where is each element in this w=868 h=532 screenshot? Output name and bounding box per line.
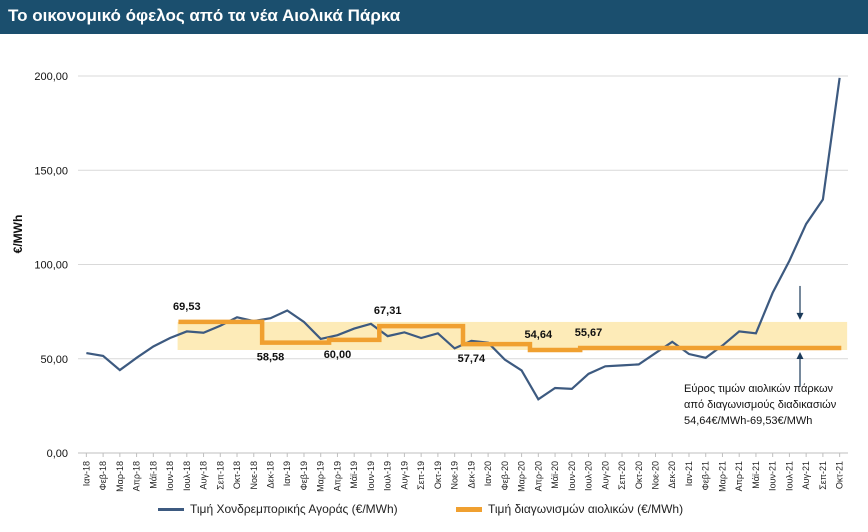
- x-tick-label: Ιουλ-20: [584, 461, 594, 491]
- x-tick-label: Ιουν-18: [165, 461, 175, 491]
- x-tick-label: Μαρ-18: [115, 461, 125, 492]
- x-tick-label: Φεβ-21: [701, 461, 711, 490]
- x-tick-label: Απρ-18: [132, 461, 142, 491]
- x-tick-label: Οκτ-20: [634, 461, 644, 489]
- x-tick-label: Ιουν-20: [567, 461, 577, 491]
- x-tick-label: Δεκ-20: [667, 461, 677, 489]
- y-axis-ticks: 0,00 50,00 100,00 150,00 200,00: [34, 71, 68, 460]
- data-label: 54,64: [525, 329, 553, 341]
- annotation-line-3: 54,64€/MWh-69,53€/MWh: [684, 415, 813, 427]
- data-label: 58,58: [257, 352, 285, 364]
- page-title: Το οικονομικό όφελος από τα νέα Αιολικά …: [8, 6, 401, 25]
- x-tick-label: Οκτ-21: [835, 461, 845, 489]
- legend-item-auction: Τιμή διαγωνισμών αιολικών (€/MWh): [456, 502, 683, 516]
- x-tick-label: Φεβ-20: [500, 461, 510, 490]
- x-tick-label: Φεβ-19: [299, 461, 309, 490]
- x-tick-label: Μάϊ-19: [349, 461, 359, 489]
- x-tick-label: Μάϊ-18: [148, 461, 158, 489]
- x-tick-label: Οκτ-18: [232, 461, 242, 489]
- y-tick-label: 100,00: [34, 260, 68, 272]
- x-tick-label: Ιουν-19: [366, 461, 376, 491]
- x-tick-label: Ιουν-21: [768, 461, 778, 491]
- legend-item-market: Τιμή Χονδρεμπορικής Αγοράς (€/MWh): [158, 502, 398, 516]
- x-tick-label: Ιαν-18: [81, 461, 91, 486]
- title-bar: Το οικονομικό όφελος από τα νέα Αιολικά …: [0, 0, 868, 34]
- data-label: 60,00: [324, 349, 352, 361]
- x-tick-label: Σεπ-21: [818, 461, 828, 490]
- x-tick-label: Ιαν-21: [684, 461, 694, 486]
- x-tick-label: Απρ-19: [332, 461, 342, 491]
- line-chart: 0,00 50,00 100,00 150,00 200,00 Ιαν-18 Φεβ-18…: [11, 71, 848, 492]
- annotation-line-1: Εύρος τιμών αιολικών πάρκων: [684, 383, 834, 395]
- legend-market-label: Τιμή Χονδρεμπορικής Αγοράς (€/MWh): [190, 502, 398, 516]
- range-arrows: [796, 285, 804, 387]
- y-tick-label: 150,00: [34, 165, 68, 177]
- x-tick-label: Οκτ-19: [433, 461, 443, 489]
- x-tick-label: Ιαν-20: [483, 461, 493, 486]
- x-tick-label: Νοε-18: [249, 461, 259, 490]
- auction-price-line: [178, 319, 842, 353]
- x-tick-label: Ιαν-19: [282, 461, 292, 486]
- x-tick-label: Ιουλ-19: [383, 461, 393, 491]
- x-tick-label: Μάϊ-20: [550, 461, 560, 489]
- x-tick-label: Ιουλ-21: [784, 461, 794, 491]
- y-tick-label: 0,00: [47, 448, 68, 460]
- y-tick-label: 200,00: [34, 71, 68, 83]
- y-axis-label: €/MWh: [11, 215, 25, 254]
- legend-market-swatch: [158, 508, 184, 512]
- arrow-up-head: [796, 352, 804, 360]
- data-label: 67,31: [374, 305, 402, 317]
- market-price-line: [86, 77, 841, 401]
- x-tick-label: Αυγ-19: [399, 461, 409, 489]
- x-tick-label: Απρ-21: [734, 461, 744, 491]
- x-tick-label: Δεκ-18: [266, 461, 276, 489]
- x-tick-label: Μάϊ-21: [751, 461, 761, 489]
- x-tick-label: Φεβ-18: [98, 461, 108, 490]
- y-tick-label: 50,00: [40, 354, 68, 366]
- x-tick-label: Δεκ-19: [466, 461, 476, 489]
- x-tick-label: Αυγ-20: [600, 461, 610, 489]
- range-annotation: Εύρος τιμών αιολικών πάρκων από διαγωνισ…: [684, 381, 836, 429]
- x-tick-label: Μαρ-19: [316, 461, 326, 492]
- x-tick-label: Αυγ-21: [801, 461, 811, 489]
- data-label: 69,53: [173, 301, 201, 313]
- x-tick-label: Νοε-19: [450, 461, 460, 490]
- data-labels: 69,53 58,58 60,00 67,31 57,74 54,64 55,67: [173, 301, 602, 365]
- x-tick-label: Αυγ-18: [199, 461, 209, 489]
- x-tick-label: Ιουλ-18: [182, 461, 192, 491]
- data-label: 57,74: [458, 353, 486, 365]
- x-tick-label: Μαρ-21: [717, 461, 727, 492]
- legend-auction-label: Τιμή διαγωνισμών αιολικών (€/MWh): [488, 502, 684, 516]
- data-label: 55,67: [575, 327, 603, 339]
- annotation-line-2: από διαγωνισμούς διαδικασιών: [684, 399, 837, 411]
- x-tick-label: Σεπ-18: [215, 461, 225, 490]
- x-tick-label: Απρ-20: [533, 461, 543, 491]
- legend-auction-swatch: [456, 507, 482, 513]
- chart-frame: 0,00 50,00 100,00 150,00 200,00 Ιαν-18 Φεβ-18…: [0, 38, 868, 532]
- x-tick-label: Σεπ-19: [416, 461, 426, 490]
- x-tick-label: Νοε-20: [651, 461, 661, 490]
- x-tick-label: Σεπ-20: [617, 461, 627, 490]
- gridlines: [78, 75, 848, 454]
- arrow-down-head: [796, 312, 804, 320]
- x-axis-ticks: Ιαν-18 Φεβ-18 Μαρ-18 Απρ-18 Μάϊ-18 Ιουν-18 Ιου…: [81, 453, 845, 492]
- x-tick-label: Μαρ-20: [517, 461, 527, 492]
